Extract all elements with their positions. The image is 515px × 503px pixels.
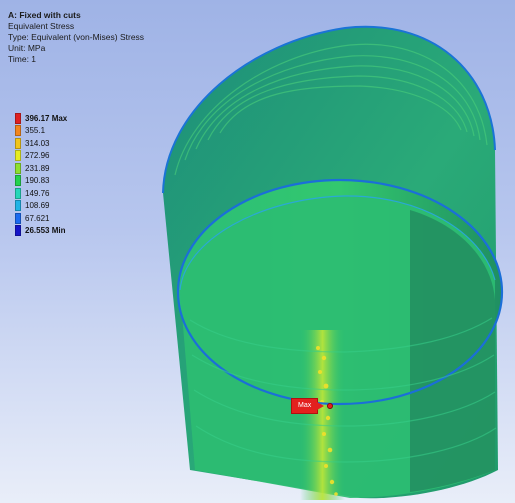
legend-row-max: 396.17 Max (15, 112, 67, 125)
cylinder-rim-highlight (179, 195, 496, 291)
legend-row: 231.89 (15, 162, 67, 175)
legend-swatch (15, 162, 21, 174)
result-title: A: Fixed with cuts (8, 10, 81, 20)
legend-row: 108.69 (15, 200, 67, 213)
max-probe-dot (326, 402, 333, 409)
legend-label: 314.03 (25, 138, 50, 148)
legend-swatch (15, 225, 21, 237)
result-type: Type: Equivalent (von-Mises) Stress (8, 32, 145, 42)
legend-swatch (15, 175, 21, 187)
result-subtitle: Equivalent Stress (8, 21, 75, 31)
legend-row-min: 26.553 Min (15, 225, 67, 238)
legend-label: 149.76 (25, 188, 50, 198)
stress-hotspot-band (300, 330, 345, 500)
result-unit: Unit: MPa (8, 43, 46, 53)
result-time: Time: 1 (8, 54, 37, 64)
legend-label: 108.69 (25, 201, 50, 211)
legend-label: 190.83 (25, 176, 50, 186)
legend-row: 190.83 (15, 175, 67, 188)
legend-row: 67.621 (15, 212, 67, 225)
cylinder-rim (176, 178, 504, 406)
max-probe-label[interactable]: Max (292, 399, 325, 413)
cylinder-inner-shadow (410, 210, 495, 492)
legend-label: 355.1 (25, 126, 46, 136)
legend-swatch (15, 125, 21, 137)
legend-label: 67.621 (25, 213, 50, 223)
legend-swatch (15, 137, 21, 149)
legend-row: 149.76 (15, 187, 67, 200)
legend-swatch (15, 150, 21, 162)
legend-row: 355.1 (15, 125, 67, 138)
legend-label-max: 396.17 Max (25, 113, 68, 123)
cylinder-ribs (174, 43, 488, 176)
cylinder-outer-edge (162, 25, 496, 194)
legend-swatch (15, 200, 21, 212)
legend-swatch (15, 187, 21, 199)
legend-swatch (15, 212, 21, 224)
result-header: A: Fixed with cuts Equivalent Stress Typ… (8, 10, 144, 65)
color-legend[interactable]: 396.17 Max 355.1 314.03 272.96 231.89 19… (15, 112, 67, 237)
legend-label: 272.96 (25, 151, 50, 161)
stress-hotspot-speckles (316, 346, 338, 496)
cylinder-inner-ribs (189, 317, 497, 463)
legend-swatch (15, 112, 21, 124)
legend-label: 231.89 (25, 163, 50, 173)
legend-row: 272.96 (15, 150, 67, 163)
legend-label-min: 26.553 Min (25, 226, 66, 236)
legend-row: 314.03 (15, 137, 67, 150)
